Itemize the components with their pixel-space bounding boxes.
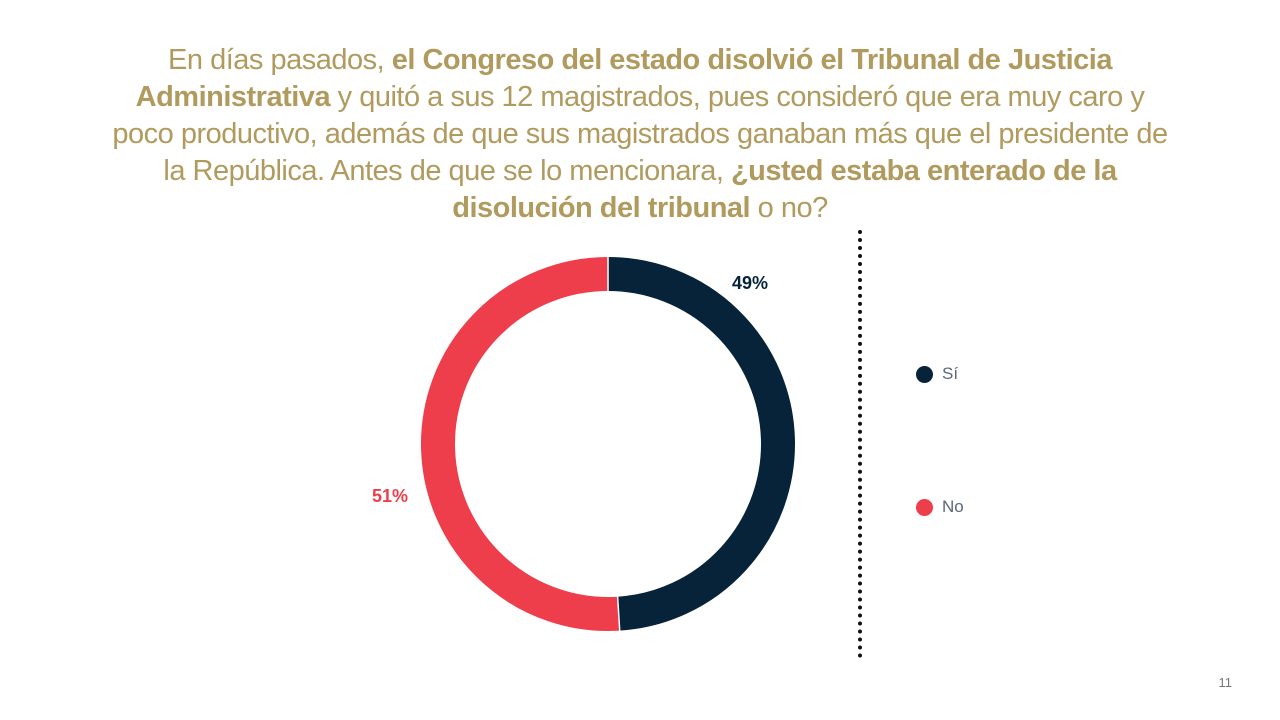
page-number: 11 xyxy=(1218,675,1233,690)
question-text: En días pasados, el Congreso del estado … xyxy=(110,42,1170,227)
chart-legend: Sí No xyxy=(916,0,1116,720)
question-part-2: y quitó a sus 12 magistrados, pues consi… xyxy=(112,81,1168,187)
question-part-0: En días pasados, xyxy=(168,44,392,76)
dotted-divider xyxy=(858,230,862,658)
legend-marker-no xyxy=(916,498,933,516)
slice-separator xyxy=(616,596,621,631)
question-part-4: o no? xyxy=(750,192,829,224)
data-label-s: 49% xyxy=(732,273,768,293)
question-part-3: ¿usted estaba enterado de la disolución … xyxy=(452,155,1117,224)
legend-label-si: Sí xyxy=(942,364,959,383)
donut-slice-s xyxy=(607,257,795,631)
question-part-1: el Congreso del estado disolvió el Tribu… xyxy=(135,44,1113,113)
legend-item-si: Sí xyxy=(916,364,958,384)
legend-marker-si xyxy=(916,365,933,383)
legend-item-no: No xyxy=(916,497,964,517)
legend-label-no: No xyxy=(942,497,964,516)
data-label-no: 51% xyxy=(372,486,408,506)
donut-slice-no xyxy=(421,257,620,631)
